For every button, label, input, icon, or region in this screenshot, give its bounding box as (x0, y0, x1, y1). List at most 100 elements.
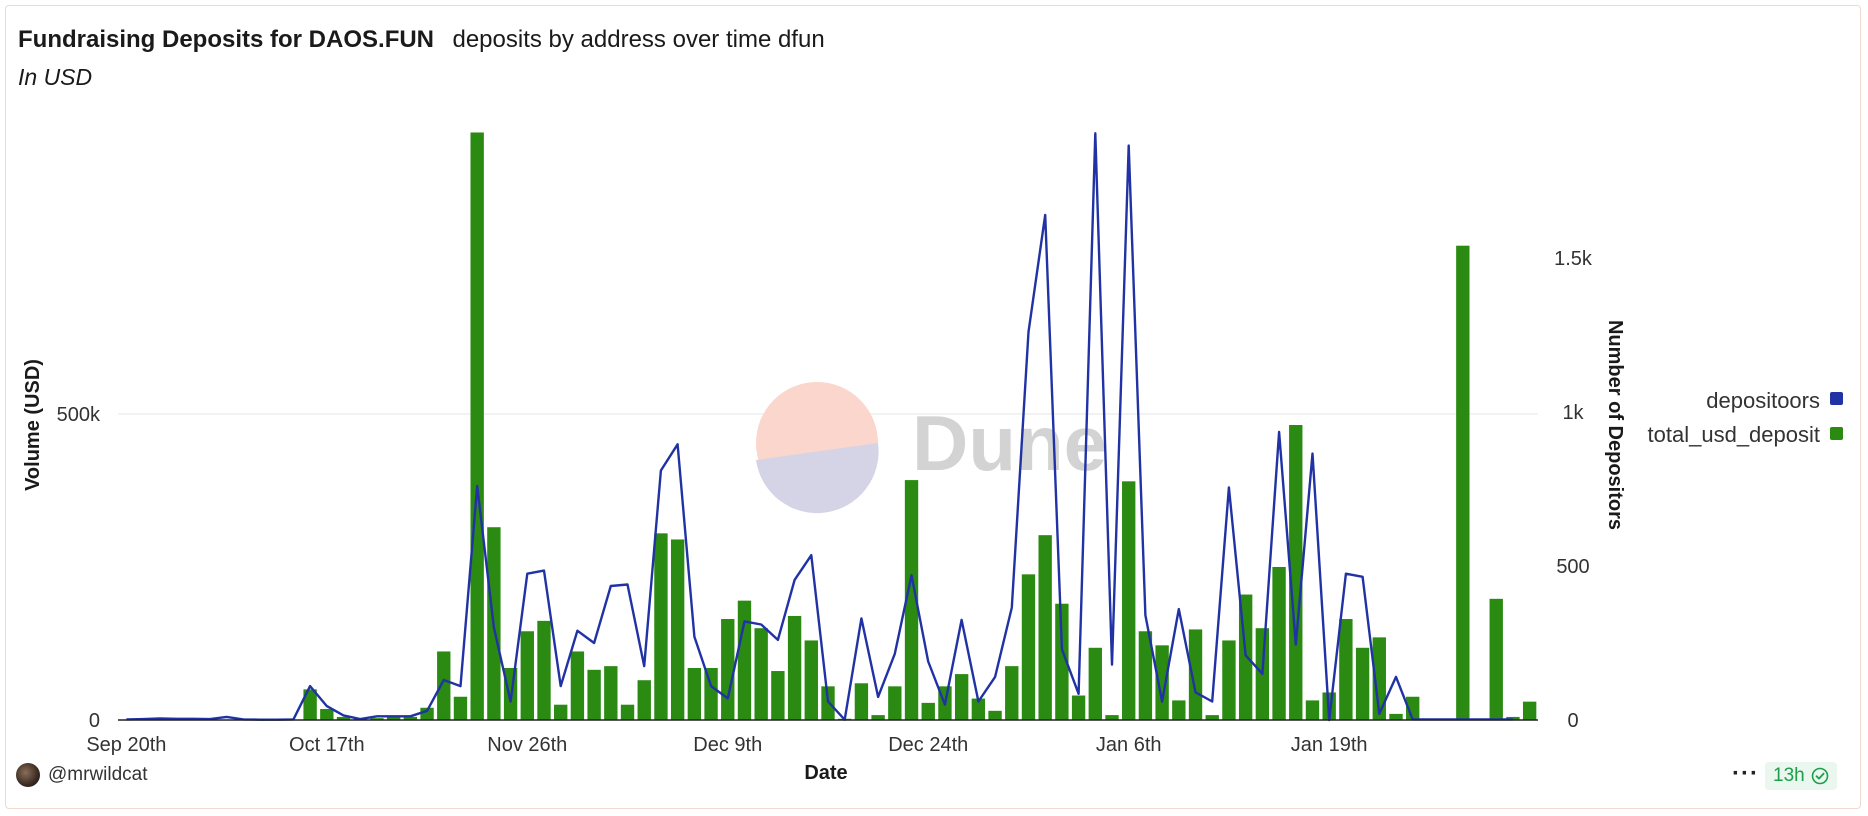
bar[interactable] (403, 716, 418, 720)
bar[interactable] (554, 704, 568, 720)
bars-series (303, 132, 1537, 721)
chart-subtitle: deposits by address over time dfun (452, 26, 825, 53)
bar[interactable] (1355, 647, 1370, 720)
bar[interactable] (1205, 715, 1219, 720)
bar[interactable] (854, 683, 869, 720)
bar[interactable] (320, 708, 334, 720)
y-right-tick-label: 500 (1556, 556, 1589, 578)
bar[interactable] (1522, 701, 1537, 720)
bar[interactable] (1456, 245, 1470, 720)
bar[interactable] (1389, 713, 1403, 720)
bar[interactable] (771, 671, 785, 720)
legend-swatch-total-usd-deposit (1830, 427, 1843, 440)
bar[interactable] (453, 696, 468, 720)
bar[interactable] (1506, 716, 1520, 720)
bar[interactable] (687, 667, 702, 720)
x-tick-label: Jan 19th (1291, 734, 1368, 756)
y-right-tick-label: 0 (1567, 710, 1578, 732)
bar[interactable] (1155, 645, 1169, 720)
watermark-text: Dune (912, 399, 1107, 487)
y-left-tick-label: 500k (57, 404, 101, 426)
bar[interactable] (437, 651, 451, 720)
bar[interactable] (1172, 700, 1186, 720)
bar[interactable] (1188, 629, 1203, 720)
bar[interactable] (754, 628, 768, 720)
author[interactable]: @mrwildcat (16, 763, 148, 787)
x-tick-label: Sep 20th (86, 734, 166, 756)
dune-watermark: Dune (756, 382, 1107, 514)
y-right-axis-title: Number of Depositors (1604, 320, 1626, 530)
bar[interactable] (1372, 637, 1386, 720)
bar[interactable] (520, 631, 534, 720)
bar[interactable] (1289, 425, 1303, 720)
bar[interactable] (1272, 567, 1286, 720)
bar[interactable] (637, 680, 651, 720)
bar[interactable] (386, 716, 401, 720)
x-tick-label: Dec 9th (693, 734, 762, 756)
x-tick-label: Jan 6th (1096, 734, 1162, 756)
bar[interactable] (654, 533, 668, 720)
legend-label-depositoors[interactable]: depositoors (1706, 388, 1820, 413)
bar[interactable] (604, 666, 618, 720)
bar[interactable] (1305, 700, 1320, 720)
bar[interactable] (888, 686, 902, 720)
bar[interactable] (704, 667, 718, 720)
bar[interactable] (804, 640, 818, 720)
more-options-button[interactable]: ··· (1732, 760, 1759, 787)
bar[interactable] (587, 669, 601, 720)
bar[interactable] (787, 615, 802, 720)
bar[interactable] (570, 651, 585, 720)
legend: depositoors total_usd_deposit (1648, 388, 1843, 447)
author-name: @mrwildcat (48, 764, 148, 785)
bar[interactable] (904, 480, 919, 720)
avatar (16, 763, 40, 787)
bar[interactable] (620, 704, 635, 720)
bar[interactable] (1055, 603, 1069, 720)
y-left-tick-label: 0 (89, 710, 100, 732)
freshness-text: 13h (1773, 765, 1805, 786)
bar[interactable] (737, 600, 752, 720)
x-tick-labels: Sep 20th Oct 17th Nov 26th Dec 9th Dec 24th J… (86, 734, 1367, 756)
bar[interactable] (1038, 535, 1052, 720)
bar[interactable] (1122, 481, 1136, 720)
x-axis-title: Date (804, 762, 847, 784)
units-label: In USD (18, 64, 93, 90)
bar[interactable] (988, 710, 1002, 720)
bar[interactable] (1105, 715, 1119, 720)
y-right-tick-label: 1k (1562, 402, 1584, 424)
y-right-tick-labels: 0 500 1k 1.5k (1554, 248, 1593, 732)
bar[interactable] (1339, 619, 1353, 720)
check-circle-icon (1811, 767, 1829, 785)
bar[interactable] (370, 718, 384, 720)
x-tick-label: Oct 17th (289, 734, 365, 756)
bar[interactable] (1071, 695, 1086, 720)
bar[interactable] (921, 702, 935, 720)
legend-label-total-usd-deposit[interactable]: total_usd_deposit (1648, 422, 1820, 447)
bar[interactable] (670, 539, 685, 720)
bar[interactable] (1088, 647, 1102, 720)
x-tick-label: Dec 24th (888, 734, 968, 756)
x-tick-label: Nov 26th (487, 734, 567, 756)
y-left-axis-title: Volume (USD) (22, 359, 44, 491)
bar[interactable] (721, 619, 735, 720)
title-row: Fundraising Deposits for DAOS.FUN deposi… (18, 26, 825, 54)
bar[interactable] (1138, 631, 1153, 720)
bar[interactable] (537, 620, 551, 720)
bar[interactable] (336, 716, 351, 720)
bar[interactable] (470, 132, 484, 721)
bar[interactable] (954, 674, 969, 720)
bar[interactable] (1005, 666, 1019, 720)
y-left-tick-labels: 0 500k (57, 404, 101, 732)
chart-title[interactable]: Fundraising Deposits for DAOS.FUN (18, 26, 435, 53)
bar[interactable] (971, 698, 986, 720)
legend-swatch-depositoors (1830, 392, 1843, 405)
bar[interactable] (1021, 574, 1036, 720)
dune-logo-icon-lower (756, 443, 879, 514)
bar[interactable] (871, 715, 885, 720)
bar[interactable] (1222, 640, 1236, 720)
y-right-tick-label: 1.5k (1554, 248, 1593, 270)
freshness-badge[interactable]: 13h (1765, 762, 1837, 790)
bar[interactable] (303, 689, 317, 720)
bar[interactable] (1489, 598, 1503, 720)
